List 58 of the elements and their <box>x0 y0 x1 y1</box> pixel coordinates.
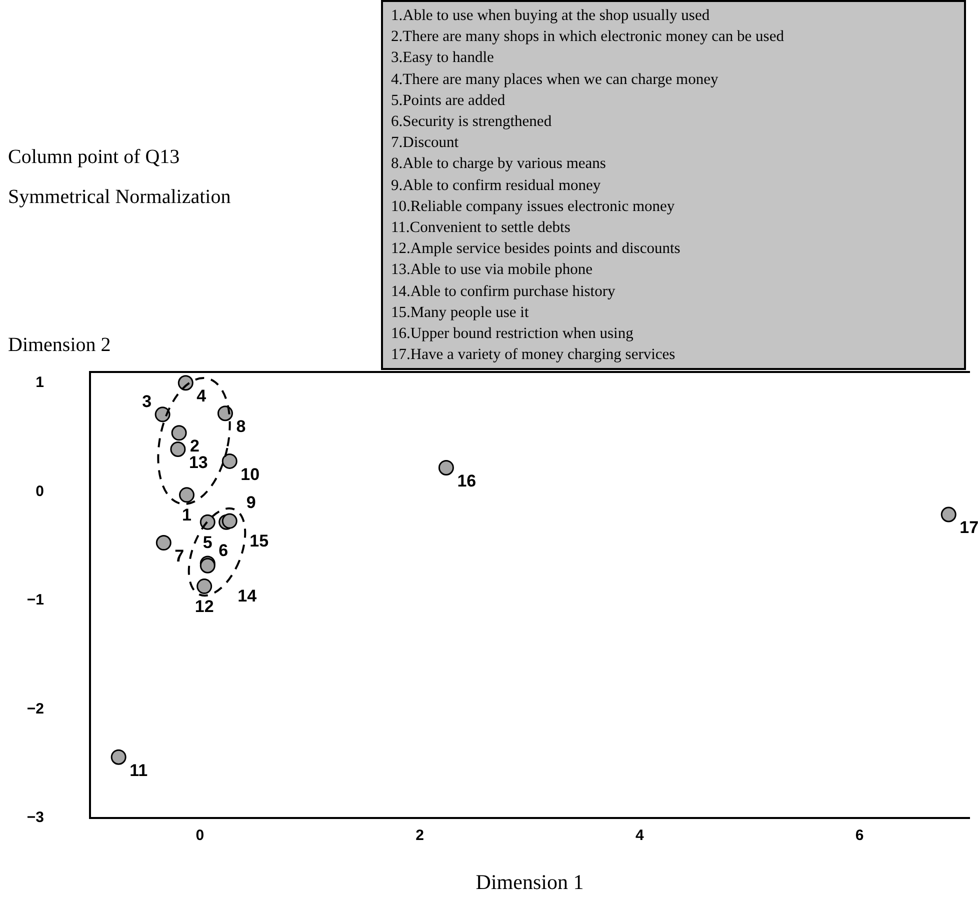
annotation: 12 <box>194 596 214 616</box>
y-tick-label: −3 <box>26 809 44 826</box>
text: 14.Able to confirm purchase history <box>391 282 616 302</box>
annotation: 17 <box>960 518 978 538</box>
point <box>110 749 126 765</box>
y-axis-title: Dimension 2 <box>8 334 111 357</box>
y-tick-label: 1 <box>36 374 44 392</box>
text: 17.Have a variety of money charging services <box>391 345 676 366</box>
point <box>217 406 233 422</box>
y-tick-label: −2 <box>26 700 44 718</box>
x-tick-label: 6 <box>855 827 864 844</box>
point <box>156 535 172 551</box>
annotation: 9 <box>246 492 256 512</box>
annotation: 11 <box>130 760 148 780</box>
text: 9.Able to confirm residual money <box>391 176 602 196</box>
text: 1.Able to use when buying at the shop usually used <box>391 6 711 26</box>
text: 7.Discount <box>391 133 460 154</box>
annotation: 7 <box>174 546 184 566</box>
point <box>170 441 186 457</box>
point <box>438 460 454 476</box>
text: 13.Able to use via mobile phone <box>391 260 594 280</box>
text: 15.Many people use it <box>391 302 530 323</box>
x-tick-label: 0 <box>196 827 204 844</box>
x-axis-title: Dimension 1 <box>476 870 584 894</box>
annotation: 10 <box>240 464 260 484</box>
annotation: 3 <box>142 392 152 412</box>
chart-title: Column point of Q13 <box>8 146 180 169</box>
x-tick-label: 4 <box>636 827 645 844</box>
point <box>200 514 216 530</box>
annotation: 4 <box>196 386 207 406</box>
annotation: 6 <box>218 541 228 560</box>
text: 6.Security is strengthened <box>391 112 553 132</box>
text: 8.Able to charge by various means <box>391 154 607 174</box>
annotation: 8 <box>236 417 246 436</box>
text: 4.There are many places when we can charge money <box>391 70 720 90</box>
annotation: 15 <box>250 532 269 551</box>
annotation: 14 <box>238 586 258 606</box>
point <box>940 506 956 522</box>
point <box>196 578 212 594</box>
point <box>222 513 238 529</box>
text: 12.Ample service besides points and discounts <box>391 239 682 260</box>
text: 16.Upper bound restriction when using <box>391 324 634 344</box>
x-tick-label: 2 <box>416 827 424 844</box>
point <box>222 453 238 469</box>
text: 10.Reliable company issues electronic money <box>391 196 676 217</box>
text: 3.Easy to handle <box>391 48 495 68</box>
y-tick-label: −1 <box>26 592 44 609</box>
chart-subtitle: Symmetrical Normalization <box>8 186 231 209</box>
point <box>154 406 170 422</box>
annotation: 1 <box>182 506 192 525</box>
text: 11.Convenient to settle debts <box>391 218 572 238</box>
y-tick-label: 0 <box>36 482 44 500</box>
text: 5.Points are added <box>391 90 506 111</box>
point <box>171 425 187 441</box>
text: 2.There are many shops in which electronic money can be used <box>391 27 785 48</box>
annotation: 16 <box>457 471 476 490</box>
annotation: 5 <box>202 532 212 552</box>
point <box>178 487 194 503</box>
